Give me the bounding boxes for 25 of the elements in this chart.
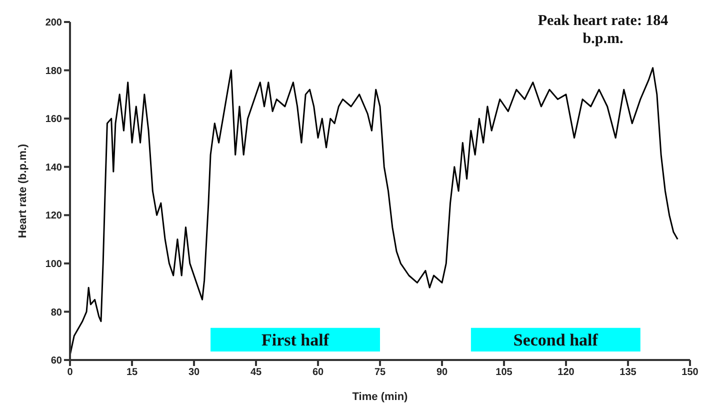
x-tick-label: 135	[620, 367, 637, 378]
band-label: First half	[262, 330, 330, 350]
y-tick-label: 60	[50, 356, 62, 367]
y-tick-label: 140	[45, 162, 62, 174]
y-axis-title: Heart rate (b.p.m.)	[16, 144, 29, 238]
annotation: Peak heart rate: 184 b.p.m.	[536, 12, 670, 48]
y-tick-label: 120	[45, 210, 62, 222]
band-label: Second half	[513, 330, 598, 350]
y-tick-label: 200	[45, 18, 62, 29]
x-axis-title: Time (min)	[352, 391, 408, 403]
y-tick-label: 160	[45, 114, 62, 126]
y-tick-label: 80	[50, 307, 62, 318]
y-tick-label: 180	[45, 66, 62, 77]
x-tick-label: 60	[312, 367, 324, 378]
x-tick-label: 75	[374, 367, 386, 378]
x-tick-label: 105	[496, 367, 513, 378]
y-tick-label: 100	[45, 258, 62, 270]
x-tick-label: 90	[436, 367, 448, 378]
x-tick-label: 120	[558, 367, 575, 378]
x-tick-label: 15	[126, 367, 138, 378]
x-tick-label: 30	[188, 367, 200, 378]
line-series	[70, 67, 678, 356]
x-tick-label: 150	[682, 367, 699, 378]
x-tick-label: 0	[67, 367, 74, 378]
x-tick-label: 45	[250, 367, 262, 378]
